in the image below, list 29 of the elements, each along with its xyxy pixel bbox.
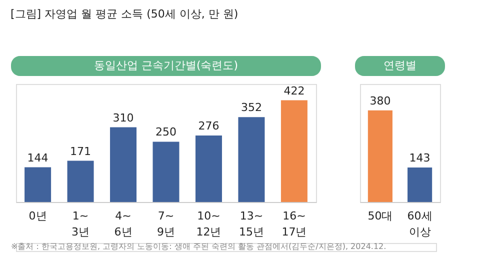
bar — [67, 160, 94, 202]
x-tick-label: 4~6년 — [114, 210, 132, 238]
x-tick-label: 50대 — [368, 210, 393, 222]
data-label: 422 — [284, 84, 305, 98]
bar — [238, 117, 265, 202]
data-label: 276 — [198, 119, 220, 132]
chart-title: 동일산업 근속기간별(숙련도) — [94, 59, 238, 72]
x-tick-label: 13~15년 — [238, 210, 264, 238]
bar — [195, 135, 222, 202]
chart-title: 연령별 — [384, 59, 416, 72]
data-label: 380 — [370, 94, 391, 108]
x-tick-label: 16~17년 — [282, 210, 307, 238]
text: ※출처 : 한국고용정보원, 고령자의 노동이동: 생애 주된 숙련의 활동 관점에서(김두순/지은정), 2024.12. — [11, 242, 386, 251]
text: [그림] 자영업 월 평균 소득 (50세 이상, 만 원) — [10, 8, 238, 20]
x-tick-label: 10~12년 — [196, 210, 222, 238]
data-label: 171 — [70, 144, 92, 158]
bar — [152, 142, 180, 202]
data-label: 352 — [240, 101, 262, 114]
x-tick-label: 0년 — [28, 210, 47, 222]
x-tick-label: 7~9년 — [157, 210, 175, 238]
data-label: 310 — [112, 111, 134, 124]
bar — [110, 127, 137, 202]
data-label: 144 — [27, 151, 48, 164]
data-label: 143 — [409, 152, 430, 165]
bar — [24, 167, 52, 202]
x-tick-label: 1~3년 — [72, 210, 90, 238]
x-tick-label: 60세 이상 — [407, 210, 432, 238]
bar — [280, 100, 308, 202]
data-label: 250 — [156, 126, 176, 139]
